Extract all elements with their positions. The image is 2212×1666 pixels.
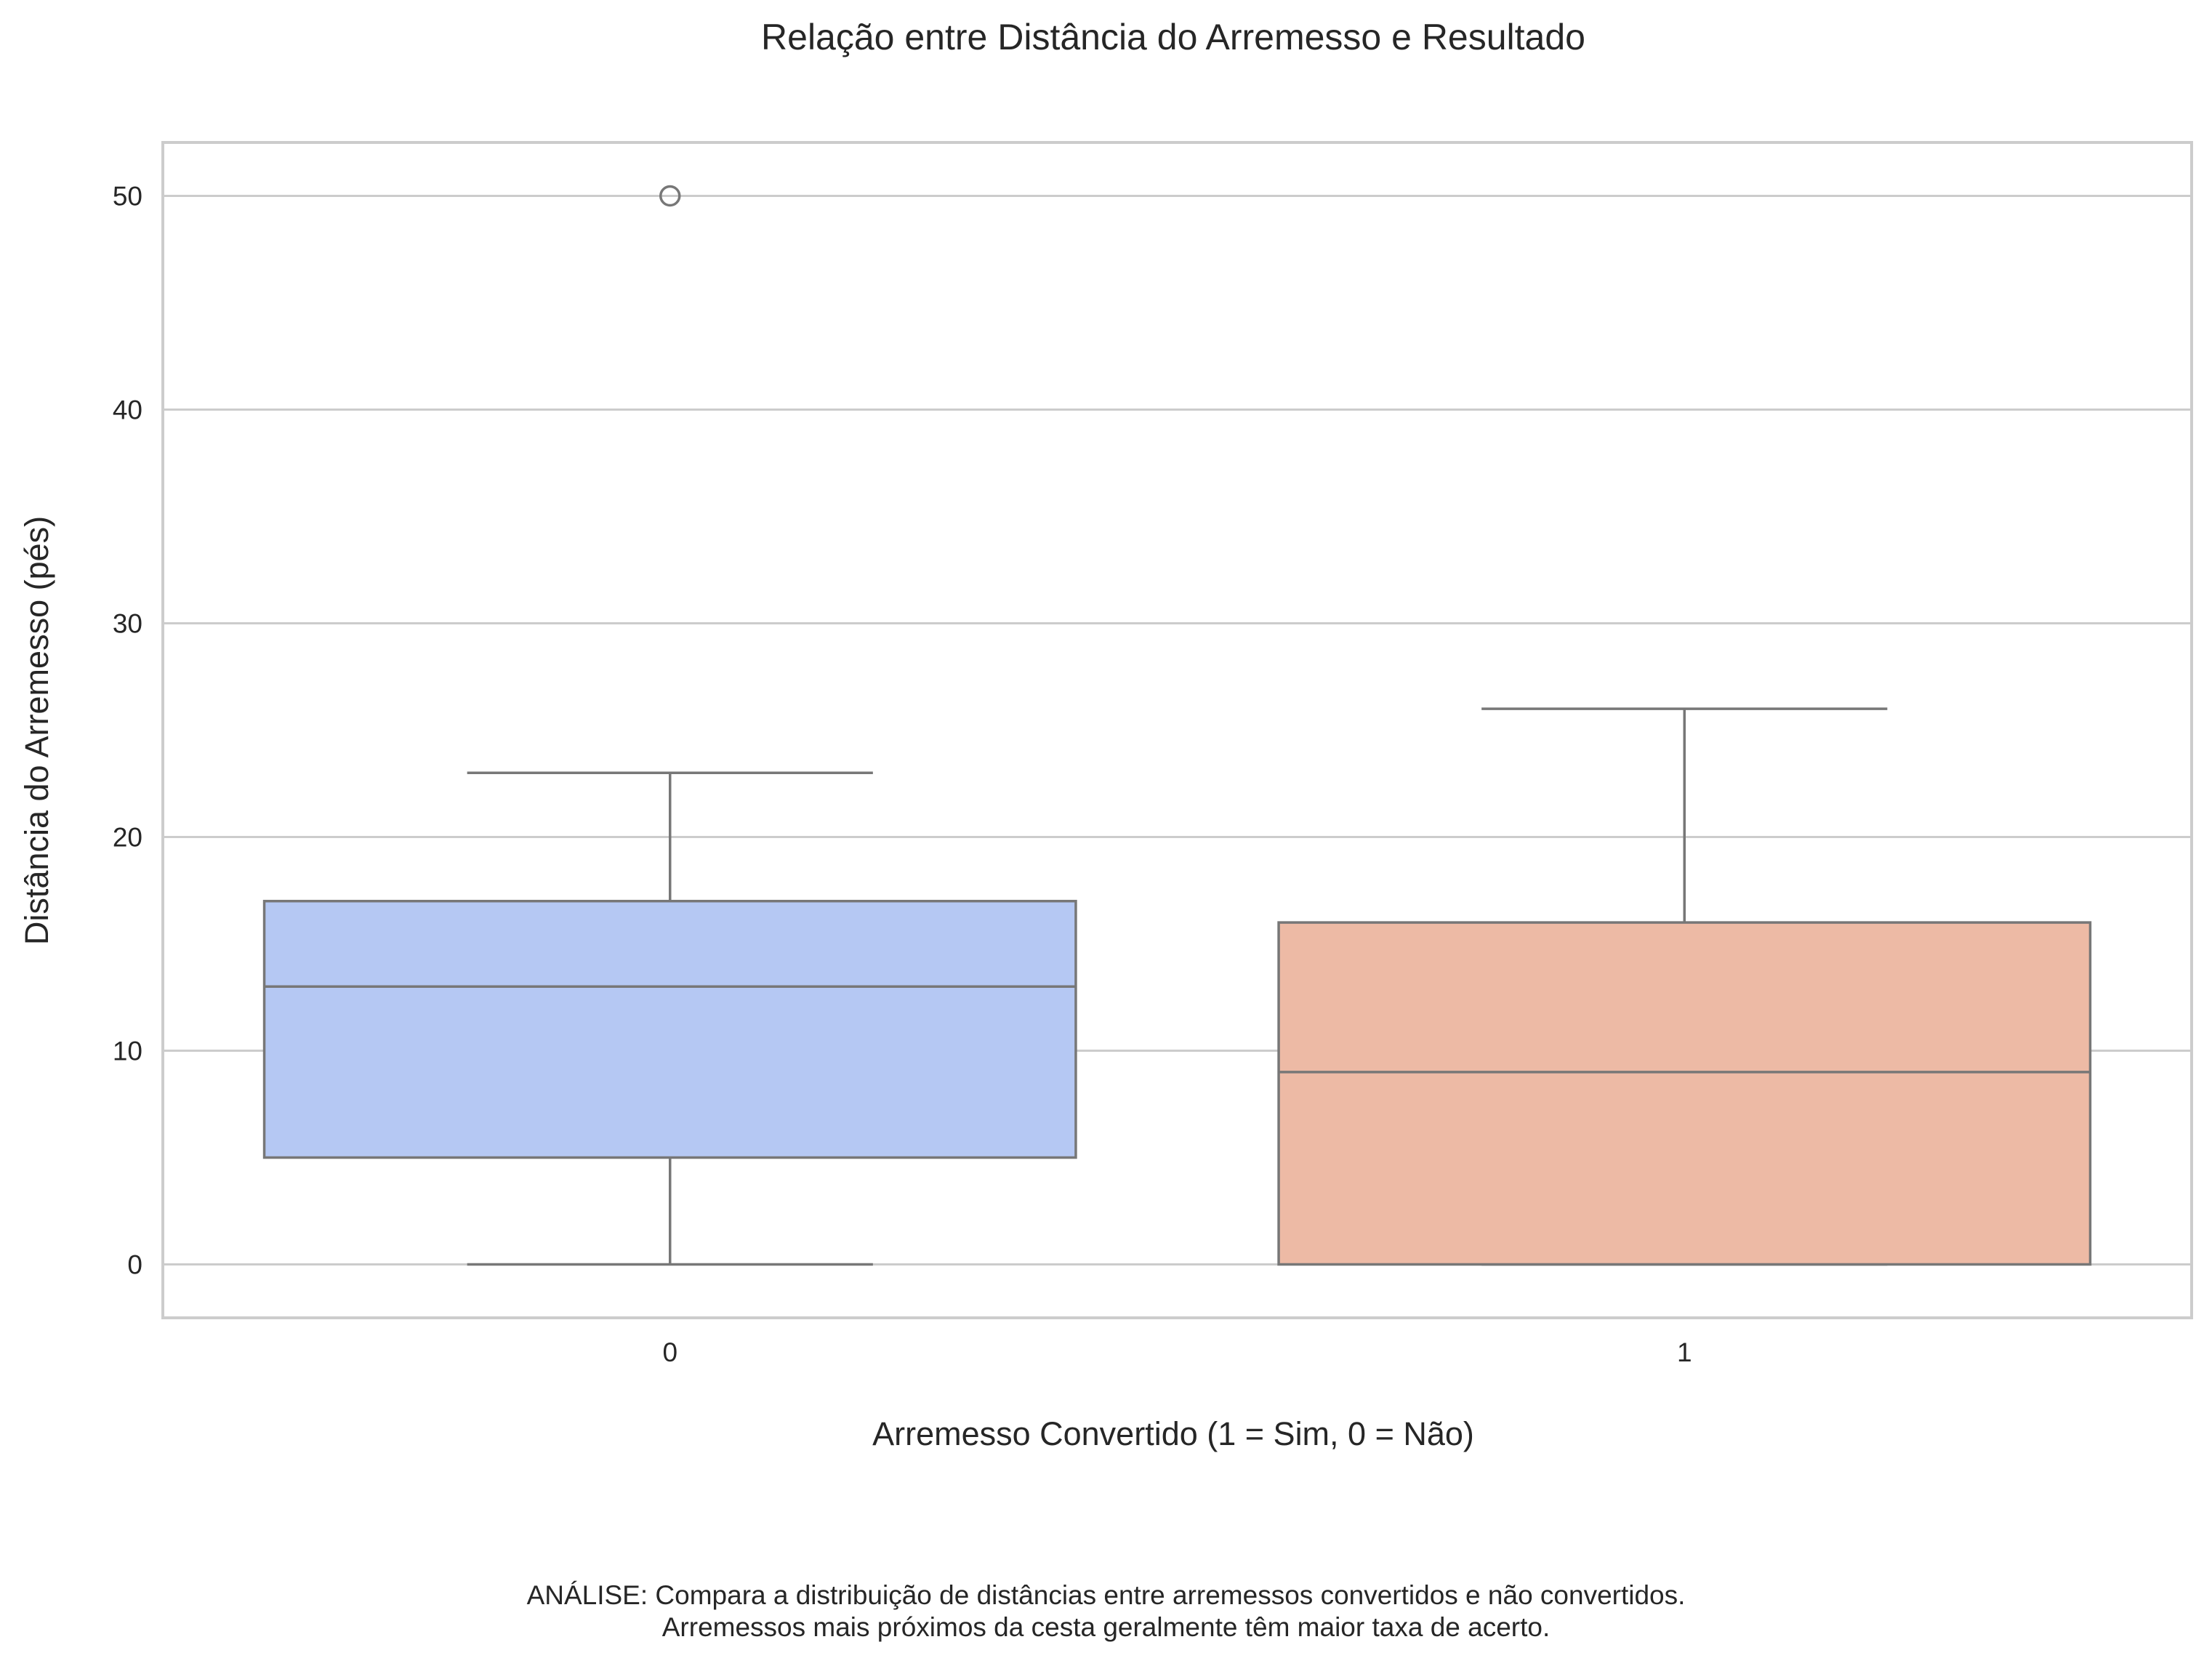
chart-title: Relação entre Distância do Arremesso e R… — [761, 17, 1585, 57]
x-axis-label: Arremesso Convertido (1 = Sim, 0 = Não) — [872, 1415, 1474, 1452]
y-tick-label: 20 — [113, 823, 142, 853]
y-tick-label: 10 — [113, 1037, 142, 1066]
box-0 — [262, 899, 1077, 1159]
y-tick-label: 0 — [127, 1250, 142, 1280]
y-tick-label: 40 — [113, 395, 142, 425]
analysis-note-line-1: ANÁLISE: Compara a distribuição de distâ… — [526, 1580, 1686, 1610]
plot-frame — [161, 141, 2193, 1319]
y-tick-label: 30 — [113, 609, 142, 639]
outlier-point-0 — [659, 185, 681, 207]
analysis-note-line-2: Arremessos mais próximos da cesta geralm… — [661, 1612, 1551, 1642]
plot-area: 0 10 20 30 40 50 0 1 — [113, 141, 2193, 1367]
y-axis-label: Distância do Arremesso (pés) — [18, 516, 55, 945]
x-tick-label-0: 0 — [662, 1337, 677, 1367]
x-tick-label-1: 1 — [1677, 1337, 1692, 1367]
box-1 — [1277, 921, 2092, 1266]
y-tick-label: 50 — [113, 182, 142, 212]
